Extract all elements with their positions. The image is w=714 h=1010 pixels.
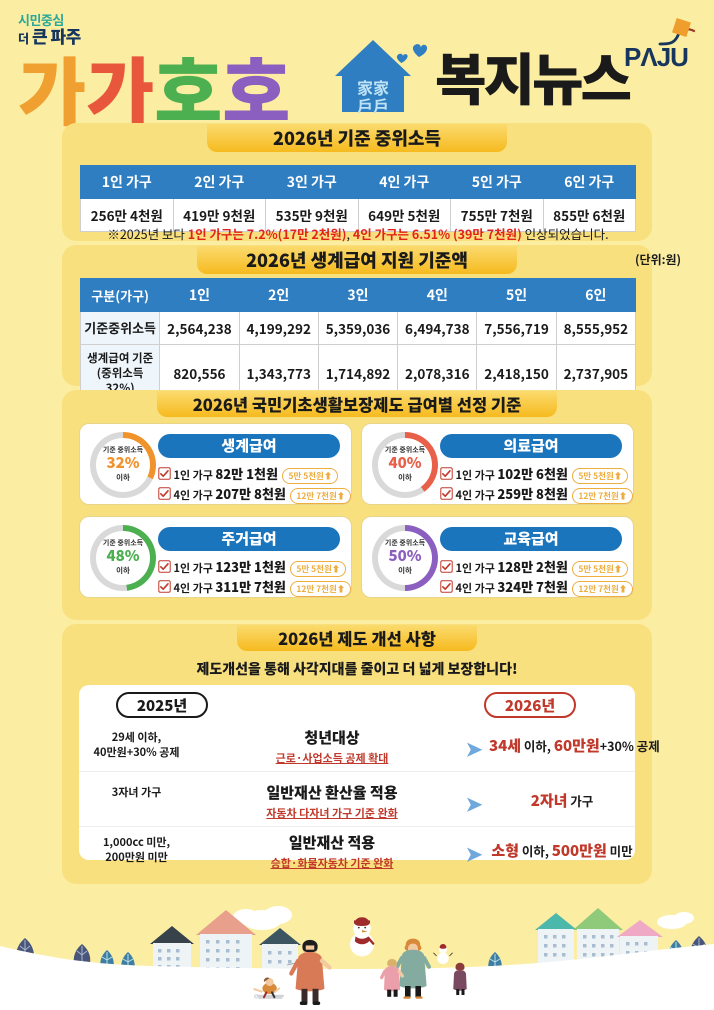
svg-text:戶戶: 戶戶 xyxy=(357,93,389,117)
svg-text:PΛJU: PΛJU xyxy=(624,42,688,72)
